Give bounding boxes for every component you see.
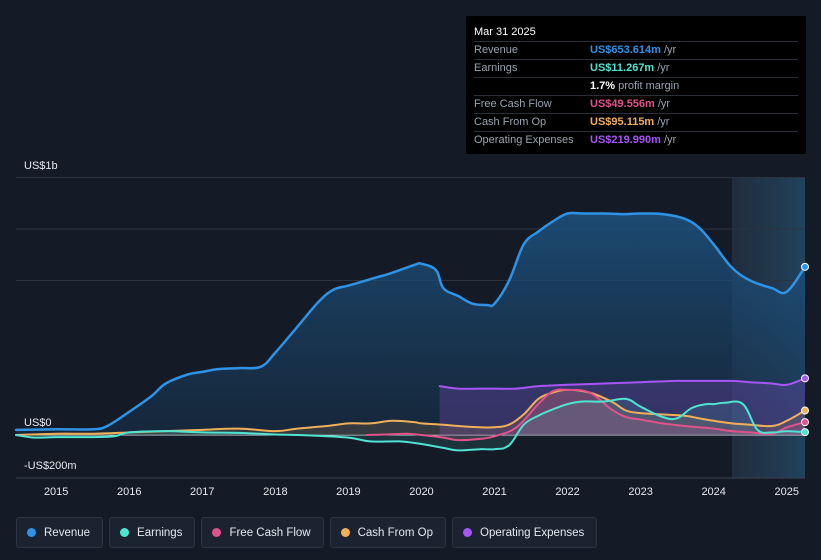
y-axis-zero-label: US$0 [24, 417, 52, 429]
legend-item-operating-expenses[interactable]: Operating Expenses [452, 517, 598, 548]
revenue-area [16, 212, 805, 435]
legend: Revenue Earnings Free Cash Flow Cash From O… [16, 517, 598, 548]
legend-dot-icon [463, 528, 473, 537]
tooltip-row-value: US$49.556m [590, 98, 655, 110]
earnings-area [16, 398, 805, 451]
tooltip-row-label: Free Cash Flow [474, 98, 552, 110]
earnings-end-marker [801, 428, 809, 437]
tooltip-row-unit: /yr [657, 62, 670, 74]
y-axis-top-label: US$1b [24, 160, 58, 172]
legend-dot-icon [212, 528, 222, 537]
tooltip-row-label [474, 78, 590, 95]
x-tick-label: 2017 [190, 486, 214, 498]
free-cash-flow-line[interactable] [365, 388, 806, 442]
tooltip-row-value: US$219.990m [590, 134, 661, 146]
tooltip-row-value: 1.7% [590, 80, 616, 92]
legend-label: Free Cash Flow [229, 526, 311, 539]
x-tick-label: 2018 [263, 486, 287, 498]
tooltip-row: 1.7% profit margin [474, 77, 798, 95]
tooltip-date: Mar 31 2025 [474, 26, 536, 38]
cash-from-op-end-marker [801, 406, 809, 415]
legend-item-earnings[interactable]: Earnings [109, 517, 196, 548]
tooltip-row-value: US$11.267m [590, 62, 655, 74]
legend-item-cash-from-op[interactable]: Cash From Op [329, 517, 447, 548]
revenue-end-marker [801, 262, 809, 271]
legend-dot-icon [340, 528, 350, 537]
legend-item-revenue[interactable]: Revenue [16, 517, 104, 548]
x-tick-label: 2015 [44, 486, 68, 498]
free-cash-flow-end-marker [801, 418, 809, 427]
operating-expenses-line[interactable] [438, 377, 806, 390]
legend-dot-icon [27, 528, 36, 537]
tooltip-panel: Mar 31 2025 Revenue US$653.614m/yr Earning… [466, 16, 806, 154]
x-tick-label: 2021 [482, 486, 506, 498]
tooltip-row: Operating Expenses US$219.990m/yr [474, 131, 798, 149]
tooltip-row-label: Cash From Op [474, 116, 547, 128]
cash-from-op-line[interactable] [15, 388, 806, 436]
legend-item-free-cash-flow[interactable]: Free Cash Flow [201, 517, 324, 548]
legend-label: Earnings [137, 526, 183, 539]
operating-expenses-end-marker [801, 374, 809, 383]
legend-label: Revenue [44, 526, 91, 539]
tooltip-row-label: Earnings [474, 62, 518, 74]
x-tick-label: 2016 [117, 486, 141, 498]
tooltip-row: Free Cash Flow US$49.556m/yr [474, 95, 798, 113]
revenue-line[interactable] [14, 211, 807, 432]
x-tick-label: 2019 [336, 486, 360, 498]
tooltip-row-label: Revenue [474, 44, 519, 56]
tooltip-row-unit: /yr [663, 44, 677, 56]
x-tick-label: 2022 [555, 486, 579, 498]
tooltip-row-unit: profit margin [618, 80, 680, 92]
tooltip-row-value: US$95.115m [590, 116, 655, 128]
x-tick-label: 2023 [628, 486, 652, 498]
tooltip-row-value: US$653.614m [590, 44, 661, 56]
tooltip-row: Cash From Op US$95.115m/yr [474, 113, 798, 131]
tooltip-row: Earnings US$11.267m/yr [474, 59, 798, 77]
y-axis-bottom-label: -US$200m [24, 460, 77, 472]
legend-label: Operating Expenses [480, 526, 585, 539]
x-tick-label: 2020 [409, 486, 433, 498]
tooltip-row-unit: /yr [663, 134, 677, 146]
legend-dot-icon [120, 528, 130, 537]
x-tick-label: 2025 [774, 486, 798, 498]
tooltip-row: Revenue US$653.614m/yr [474, 41, 798, 59]
tooltip-row-unit: /yr [657, 116, 670, 128]
tooltip-row-label: Operating Expenses [474, 134, 574, 146]
tooltip-row-unit: /yr [657, 98, 671, 110]
earnings-line[interactable] [15, 397, 806, 452]
legend-label: Cash From Op [357, 526, 434, 539]
x-tick-label: 2024 [701, 486, 725, 498]
